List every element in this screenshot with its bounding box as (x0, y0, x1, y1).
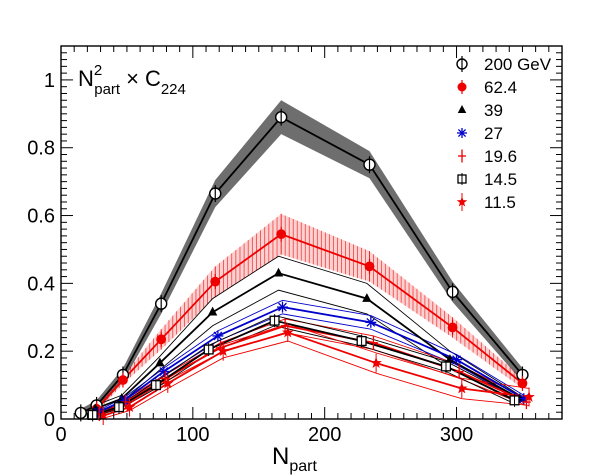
data-point (457, 105, 467, 113)
data-point (276, 301, 288, 313)
data-point (364, 258, 375, 274)
data-point (212, 330, 224, 342)
xlabel-sub: part (289, 458, 317, 475)
data-point (457, 80, 467, 94)
data-point (118, 372, 128, 388)
title-var-sub: 224 (161, 81, 186, 98)
axis-ticks (60, 45, 563, 420)
tick-labels: 0 100 200 300 0 0.2 0.4 0.6 0.8 1 (27, 70, 473, 446)
data-point (121, 394, 131, 410)
title-sub: part (94, 81, 121, 98)
legend-item: 200 GeV (456, 55, 552, 74)
y-tick-label: 0.8 (27, 138, 55, 160)
legend-label: 62.4 (484, 78, 517, 97)
data-point (155, 357, 165, 367)
x-tick-label: 200 (308, 424, 341, 446)
series-markers (74, 108, 535, 426)
data-point (356, 334, 367, 348)
band-edge-upper (95, 255, 521, 406)
legend-label: 14.5 (484, 170, 517, 189)
data-point (451, 354, 463, 366)
data-point (457, 128, 467, 138)
data-point (509, 393, 520, 407)
x-tick-label: 100 (176, 424, 209, 446)
data-point (207, 306, 218, 316)
x-tick-label: 0 (55, 424, 66, 446)
band-edge-upper (103, 323, 530, 414)
legend-label: 19.6 (484, 147, 517, 166)
xlabel-base: N (272, 443, 289, 470)
x-tick-label: 300 (440, 424, 473, 446)
legend-label: 11.5 (484, 193, 516, 212)
title-op: × (126, 66, 139, 91)
data-point (150, 378, 161, 392)
data-point (456, 56, 468, 72)
legend-label: 39 (484, 101, 503, 120)
legend-item: 14.5 (457, 170, 517, 189)
uncertainty-bands (80, 100, 530, 419)
series-line (102, 331, 530, 417)
data-point (440, 359, 452, 373)
data-point (446, 283, 459, 301)
chart-title: N2 part × C224 (78, 62, 186, 98)
data-point (457, 173, 467, 185)
data-point (445, 354, 455, 363)
data-point (158, 366, 170, 378)
band-edge-upper (97, 299, 524, 411)
series-line (97, 306, 525, 414)
data-point (269, 314, 280, 328)
data-point (113, 400, 125, 414)
data-point (274, 108, 288, 126)
y-tick-label: 0.4 (27, 273, 55, 295)
data-point (363, 156, 376, 174)
legend: 200 GeV 62.4 39 27 19.6 14.5 11.5 (456, 55, 552, 212)
data-point (154, 295, 168, 313)
data-point (210, 274, 221, 290)
data-point (369, 335, 378, 350)
series-line (94, 272, 521, 410)
legend-item: 11.5 (456, 193, 516, 212)
data-point (282, 323, 294, 343)
series-line (95, 233, 524, 410)
data-point (209, 185, 222, 203)
data-point (97, 406, 109, 426)
data-point (362, 293, 372, 302)
x-axis-label: Npart (272, 443, 317, 475)
title-sup: 2 (94, 62, 102, 79)
data-point (454, 364, 464, 379)
y-tick-label: 0.2 (27, 341, 55, 363)
data-point (456, 193, 468, 211)
data-point (456, 378, 468, 398)
data-point (517, 375, 528, 391)
band-200gev (80, 100, 523, 417)
data-point (156, 331, 167, 347)
data-point (203, 342, 214, 356)
legend-label: 200 GeV (484, 55, 552, 74)
legend-item: 62.4 (457, 78, 517, 97)
data-point (273, 267, 284, 277)
legend-item: 39 (457, 101, 503, 120)
data-point (123, 397, 136, 417)
data-point (276, 226, 287, 242)
data-point (447, 319, 458, 335)
legend-item: 27 (457, 124, 503, 143)
data-point (370, 353, 382, 373)
data-point (523, 387, 535, 407)
legend-label: 27 (484, 124, 503, 143)
title-n: N (78, 66, 94, 91)
title-var: C (145, 66, 161, 91)
y-tick-label: 0 (44, 409, 55, 431)
legend-item: 19.6 (458, 147, 517, 166)
y-tick-label: 0.6 (27, 206, 55, 228)
data-point (365, 316, 377, 328)
data-point (458, 149, 466, 163)
series-line (80, 116, 524, 414)
data-point (217, 341, 229, 361)
y-tick-label: 1 (44, 70, 55, 92)
band-edge-lower (103, 340, 530, 419)
data-point (162, 373, 174, 393)
